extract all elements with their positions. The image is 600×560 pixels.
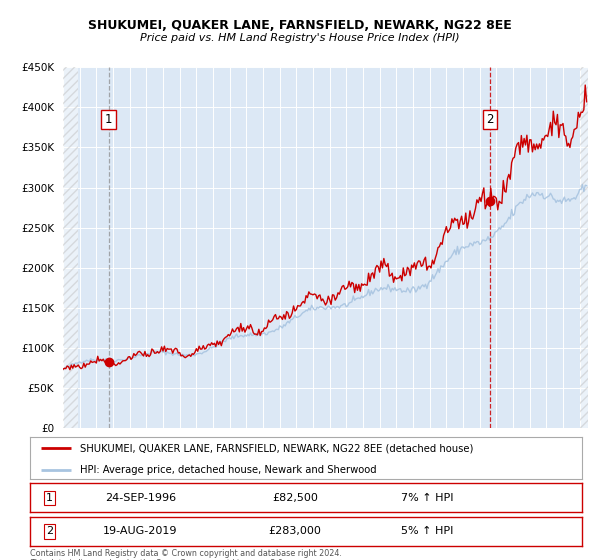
Text: Contains HM Land Registry data © Crown copyright and database right 2024.
This d: Contains HM Land Registry data © Crown c…	[30, 549, 342, 560]
Text: SHUKUMEI, QUAKER LANE, FARNSFIELD, NEWARK, NG22 8EE (detached house): SHUKUMEI, QUAKER LANE, FARNSFIELD, NEWAR…	[80, 443, 473, 453]
Text: Price paid vs. HM Land Registry's House Price Index (HPI): Price paid vs. HM Land Registry's House …	[140, 32, 460, 43]
Text: £283,000: £283,000	[269, 526, 322, 536]
Text: 5% ↑ HPI: 5% ↑ HPI	[401, 526, 454, 536]
Text: 2: 2	[487, 113, 494, 126]
Text: HPI: Average price, detached house, Newark and Sherwood: HPI: Average price, detached house, Newa…	[80, 465, 376, 474]
Text: SHUKUMEI, QUAKER LANE, FARNSFIELD, NEWARK, NG22 8EE: SHUKUMEI, QUAKER LANE, FARNSFIELD, NEWAR…	[88, 18, 512, 32]
Text: £82,500: £82,500	[272, 493, 318, 503]
Text: 1: 1	[105, 113, 112, 126]
Text: 7% ↑ HPI: 7% ↑ HPI	[401, 493, 454, 503]
Bar	[63, 67, 78, 428]
Text: 2: 2	[46, 526, 53, 536]
Text: 1: 1	[46, 493, 53, 503]
Text: 24-SEP-1996: 24-SEP-1996	[105, 493, 176, 503]
Text: 19-AUG-2019: 19-AUG-2019	[103, 526, 178, 536]
Bar	[580, 67, 588, 428]
